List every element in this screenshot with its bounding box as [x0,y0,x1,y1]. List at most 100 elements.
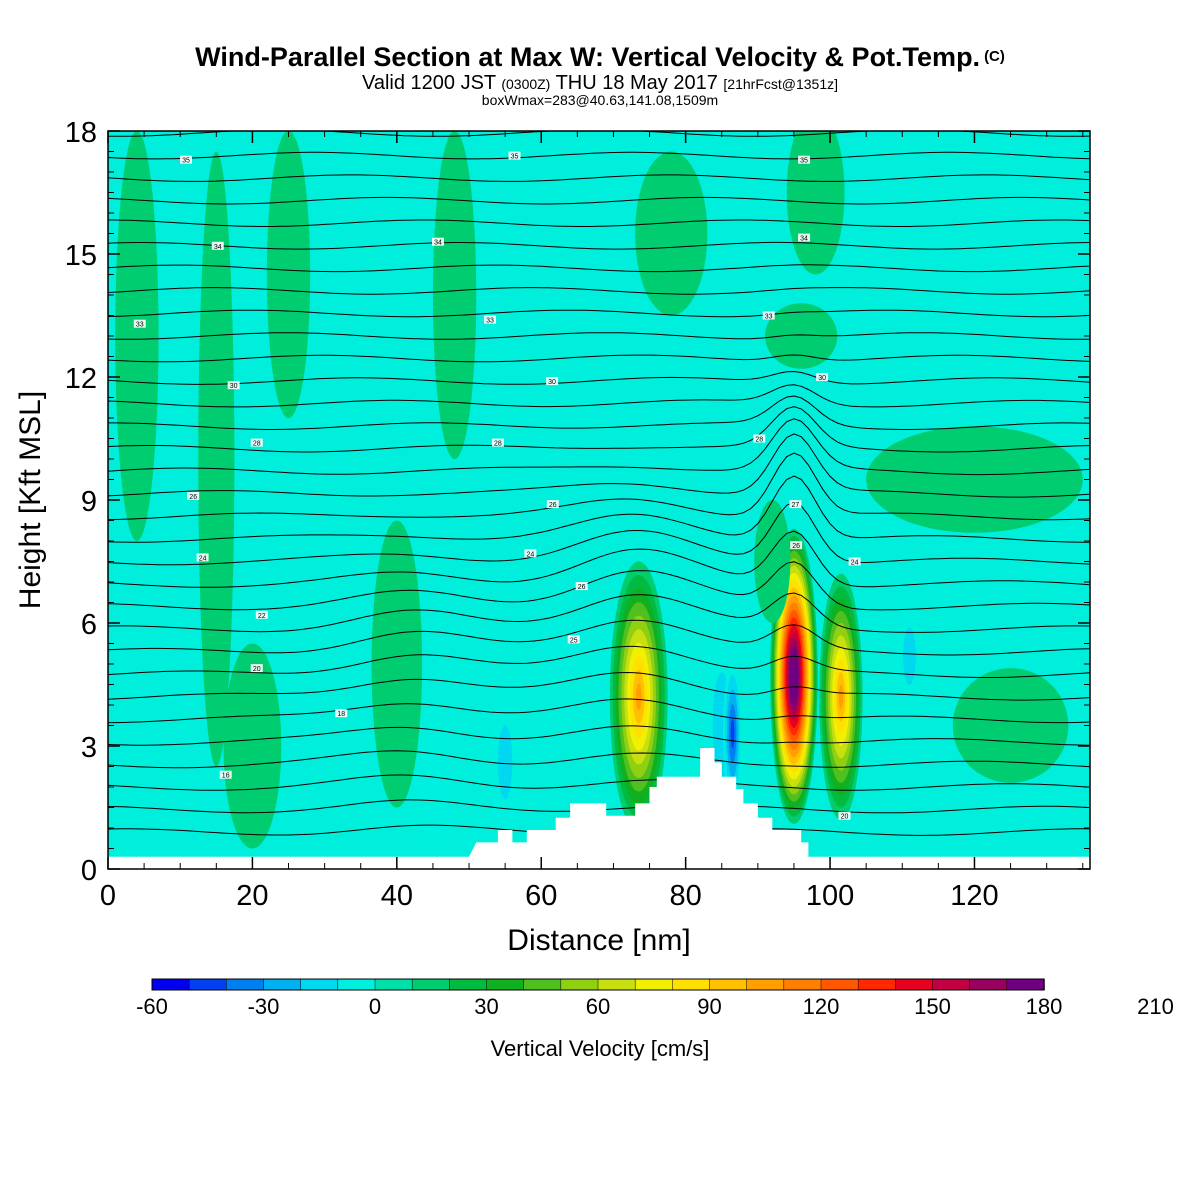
velocity-band [754,500,791,623]
contour-label-bg [524,549,537,558]
axes: 0 20 40 60 80 100 120 0 3 6 9 12 15 18 [65,117,1090,912]
velocity-band [371,520,423,808]
contour-label-bg [179,155,192,164]
colorbar-swatch [969,978,1008,991]
contour-label-bg [790,541,803,550]
velocity-band [902,627,916,685]
contour-label: 26 [189,494,197,501]
contour-label: 28 [253,441,261,448]
contour-label-bg [255,610,268,619]
velocity-band [765,303,838,369]
colorbar-tick-label: 180 [1026,994,1063,1019]
theta-contour [108,750,1090,769]
contour-label-bg [567,635,580,644]
theta-contour [108,332,1090,340]
y-axis-label: Height [Kft MSL] [14,391,47,609]
velocity-cell [115,131,159,541]
theta-contour [108,354,1090,363]
contour-label: 16 [222,773,230,780]
theta-contour [108,406,1090,453]
valid-prefix: Valid 1200 JST [361,72,496,94]
velocity-band [266,131,311,418]
title-mark: (C) [984,48,1005,65]
contour-label-bg [753,434,766,443]
colorbar-swatch [820,978,859,991]
contour-label: 33 [486,318,494,325]
theta-contour [108,561,1090,611]
theta-contour [108,151,1090,160]
valid-z: (0300Z) [501,76,551,92]
colorbar-tick-label: 0 [369,994,381,1019]
theta-contour [108,725,1090,746]
velocity-cell [432,131,477,459]
theta-contour [108,645,1090,678]
theta-contour [108,264,1090,273]
velocity-band [497,725,513,800]
velocity-cell [635,151,708,316]
terrain [108,748,1090,869]
contour-label: 18 [337,711,345,718]
valid-date: THU 18 May 2017 [555,72,718,94]
colorbar-swatch [337,978,376,991]
velocity-cell [723,659,742,808]
colorbar-tick-label: 60 [586,994,610,1019]
contour-label-bg [133,319,146,328]
velocity-band [730,718,735,749]
theta-contour [108,475,1090,543]
y-tick-label: 18 [65,117,97,149]
theta-contour [108,309,1090,318]
colorbar-swatch [374,978,413,991]
contour-label: 26 [578,584,586,591]
contour-label-bg [789,500,802,509]
colorbar-tick-label: -30 [248,994,280,1019]
contour-label-bg [483,315,496,324]
theta-contour [108,619,1090,656]
chart-subtitle: Valid 1200 JST (0300Z) THU 18 May 2017 [… [0,72,1200,95]
velocity-band [792,668,796,684]
velocity-band [198,151,235,767]
velocity-cell [952,668,1069,783]
colorbar-swatch [634,978,674,991]
y-tick-label: 6 [81,609,97,641]
contour-label-bg [546,377,559,386]
colorbar-swatch [857,978,897,991]
colorbar-swatch [486,978,525,991]
contour-label-bg [508,151,521,160]
velocity-cell [866,426,1083,533]
theta-contour [108,384,1090,408]
colorbar-swatch [560,978,599,991]
colorbar-swatch [449,978,488,991]
x-tick-label: 40 [381,880,413,912]
contour-label: 24 [851,560,859,567]
box-wmax-line: boxWmax=283@40.63,141.08,1509m [481,92,719,108]
contour-label: 30 [548,379,556,386]
chart-title: Wind-Parallel Section at Max W: Vertical… [0,42,1200,73]
contour-label: 30 [230,383,238,390]
contour-label: 28 [755,437,763,444]
contour-label: 25 [570,637,578,644]
theta-contour [108,592,1090,633]
velocity-band [223,643,282,849]
contour-label: 20 [841,814,849,821]
velocity-cell [266,131,311,418]
theta-contour [108,418,1090,476]
contour-label: 34 [434,240,442,247]
theta-contour [108,774,1090,791]
colorbar-swatch [783,978,822,991]
theta-contour [108,395,1090,430]
contour-label: 24 [199,555,207,562]
colorbar-label: Vertical Velocity [cm/s] [490,1036,710,1061]
velocity-cell [609,561,668,833]
velocity-cell [896,598,923,714]
velocity-band [541,618,600,669]
contour-label: 22 [258,613,266,620]
contour-label: 33 [136,322,144,329]
contour-label-bg [211,241,224,250]
velocity-cell [754,500,791,623]
colorbar-swatch [226,978,265,991]
theta-contour [108,452,1090,521]
contour-label-bg [187,491,200,500]
colorbar-tick-label: 120 [803,994,840,1019]
contour-label-bg [219,770,232,779]
colorbar-swatch [932,978,971,991]
